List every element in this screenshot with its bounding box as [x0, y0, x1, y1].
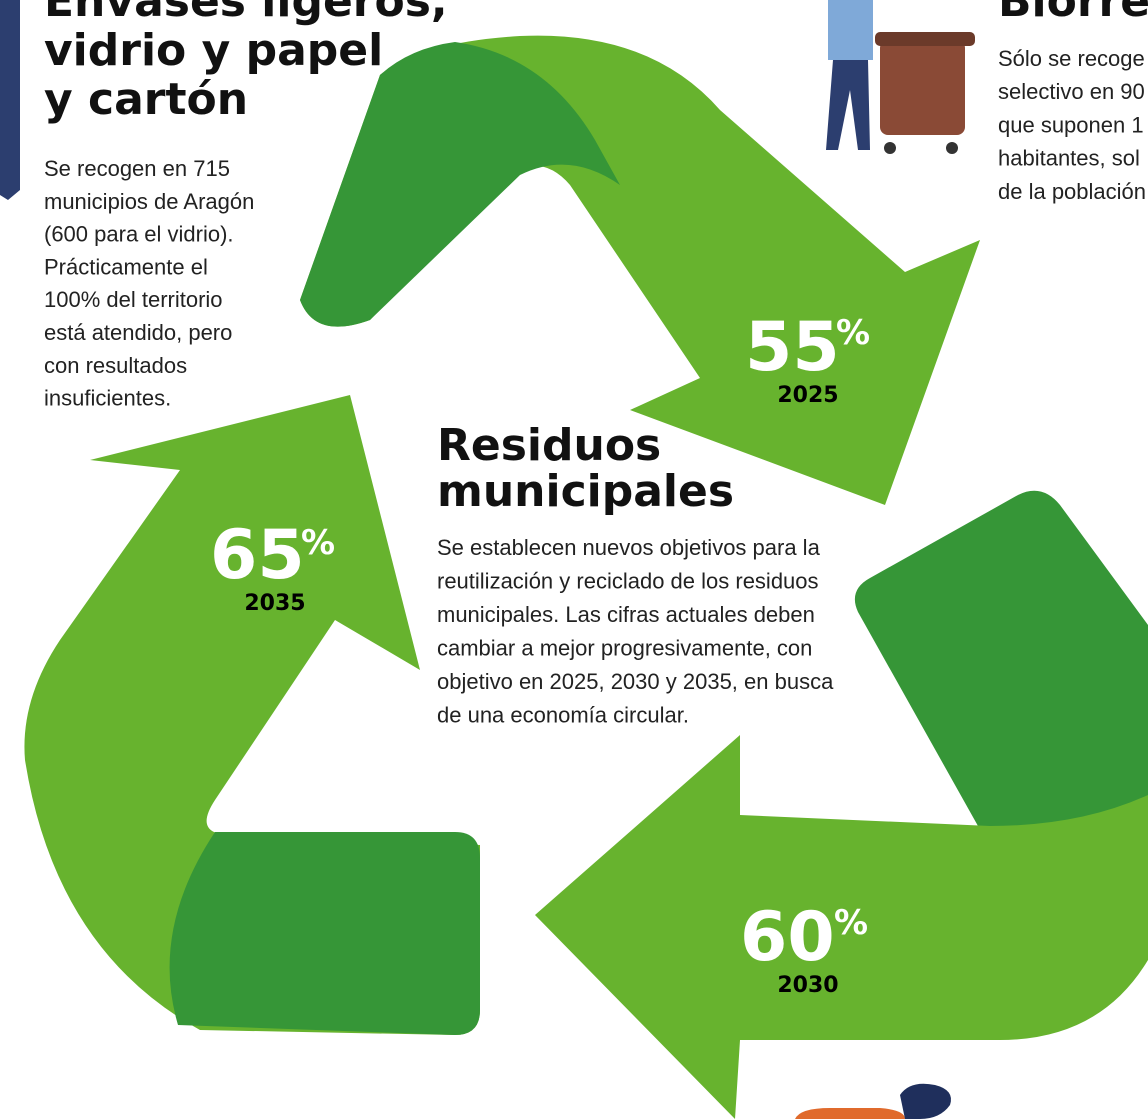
bottom-illustration [795, 1083, 951, 1119]
right-body: habitantes, sol [998, 146, 1140, 171]
center-title: municipales [437, 466, 734, 517]
target-year: 2025 [777, 383, 838, 408]
left-title: Envases ligeros, [44, 0, 448, 27]
left-body: (600 para el vidrio). [44, 222, 234, 247]
person-illustration [0, 0, 20, 200]
left-body: Prácticamente el [44, 254, 208, 279]
target-unit: % [301, 523, 335, 563]
left-body: Se recogen en 715 [44, 156, 230, 181]
arrow-right-fold [854, 490, 1148, 827]
center-title: Residuos [437, 420, 661, 471]
center-body: cambiar a mejor progresivamente, con [437, 636, 812, 661]
arrow-right [535, 735, 1148, 1119]
arrow-top-fold [300, 42, 620, 327]
left-body: municipios de Aragón [44, 189, 254, 214]
left-title: vidrio y papel [44, 25, 383, 76]
arrow-left-fold [169, 832, 480, 1035]
target-number: 60 [740, 898, 835, 977]
target-number: 55 [745, 308, 840, 387]
right-body: de la población [998, 179, 1146, 204]
target-unit: % [834, 903, 868, 943]
center-body: Se establecen nuevos objetivos para la [437, 535, 821, 560]
left-body: insuficientes. [44, 386, 171, 411]
center-body: municipales. Las cifras actuales deben [437, 602, 815, 627]
center-body: objetivo en 2025, 2030 y 2035, en busca [437, 669, 834, 694]
left-body: con resultados [44, 353, 187, 378]
right-body: selectivo en 90 [998, 79, 1145, 104]
bin-illustration [826, 0, 975, 154]
target-number: 65 [210, 516, 305, 595]
target-unit: % [836, 313, 870, 353]
target-year: 2035 [244, 591, 305, 616]
center-body: reutilización y reciclado de los residuo… [437, 569, 819, 594]
right-body: que suponen 1 [998, 112, 1144, 137]
center-body: de una economía circular. [437, 703, 689, 728]
left-title: y cartón [44, 74, 248, 125]
left-body: 100% del territorio [44, 287, 223, 312]
right-body: Sólo se recoge [998, 46, 1145, 71]
left-body: está atendido, pero [44, 320, 232, 345]
right-title: Biorres [998, 0, 1148, 27]
target-year: 2030 [777, 973, 838, 998]
